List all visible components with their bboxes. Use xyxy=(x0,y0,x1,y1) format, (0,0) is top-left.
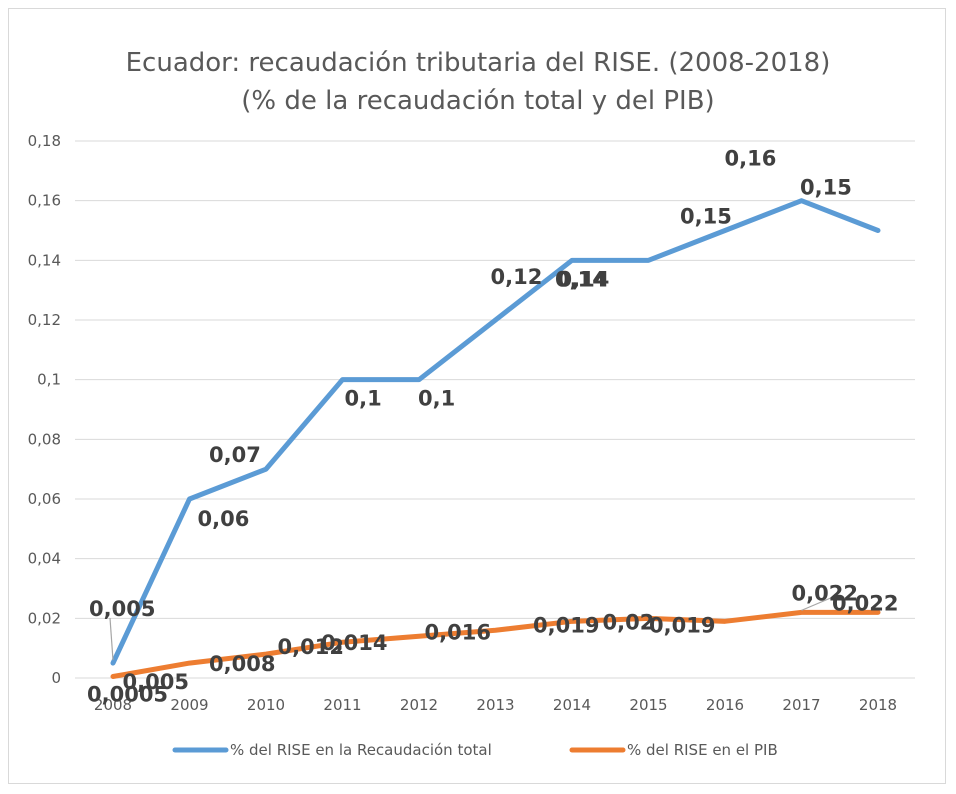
legend: % del RISE en la Recaudación total % del … xyxy=(172,741,778,759)
y-tick-label: 0,12 xyxy=(28,311,61,329)
grid-layer xyxy=(75,140,915,679)
y-tick-label: 0,06 xyxy=(28,490,61,508)
y-tick-label: 0 xyxy=(51,669,61,687)
x-tick-label: 2012 xyxy=(400,696,438,714)
data-label: 0,16 xyxy=(725,147,777,171)
x-tick-label: 2008 xyxy=(94,696,132,714)
data-label: 0,07 xyxy=(209,443,261,467)
data-label: 0,06 xyxy=(198,507,250,531)
data-label: 0,019 xyxy=(533,613,599,637)
y-tick-label: 0,1 xyxy=(37,371,61,389)
legend-label: % del RISE en la Recaudación total xyxy=(230,741,492,759)
data-label: 0,016 xyxy=(425,620,491,644)
x-tick-label: 2018 xyxy=(859,696,897,714)
data-label: 0,014 xyxy=(321,631,387,655)
y-tick-label: 0,04 xyxy=(28,550,61,568)
data-label: 0,022 xyxy=(792,581,858,605)
data-label: 0,012 xyxy=(278,635,344,659)
label-leader-line xyxy=(801,595,835,611)
data-label: 0,14 xyxy=(555,267,607,291)
series-line-pib xyxy=(110,609,881,680)
x-tick-label: 2009 xyxy=(170,696,208,714)
data-label: 0,14 xyxy=(558,267,610,291)
data-label: 0,019 xyxy=(649,613,715,637)
x-tick-label: 2011 xyxy=(323,696,361,714)
data-label: 0,15 xyxy=(680,205,732,229)
chart-subtitle: (% de la recaudación total y del PIB) xyxy=(241,86,714,116)
data-label: 0,15 xyxy=(800,176,852,200)
series-line-recaudacion xyxy=(110,198,881,666)
series-layer xyxy=(110,198,881,680)
y-tick-label: 0,18 xyxy=(28,132,61,150)
y-tick-label: 0,14 xyxy=(28,251,61,269)
data-label: 0,1 xyxy=(345,387,382,411)
data-label: 0,0005 xyxy=(87,683,168,707)
label-leader-line xyxy=(109,618,114,661)
y-tick-label: 0,02 xyxy=(28,609,61,627)
data-label: 0,02 xyxy=(603,610,655,634)
x-tick-label: 2010 xyxy=(247,696,285,714)
data-label: 0,12 xyxy=(491,265,543,289)
y-tick-label: 0,16 xyxy=(28,192,61,210)
data-label: 0,022 xyxy=(832,591,898,615)
data-label: 0,008 xyxy=(209,652,275,676)
y-axis: 0 0,02 0,04 0,06 0,08 0,1 0,12 0,14 0,16 0,18 xyxy=(28,132,61,687)
x-tick-label: 2013 xyxy=(476,696,514,714)
data-label: 0,005 xyxy=(89,597,155,621)
chart-title: Ecuador: recaudación tributaria del RISE… xyxy=(126,48,831,78)
data-label: 0,1 xyxy=(418,387,455,411)
legend-label: % del RISE en el PIB xyxy=(627,741,778,759)
x-tick-label: 2015 xyxy=(629,696,667,714)
x-tick-label: 2014 xyxy=(553,696,591,714)
chart-frame: Ecuador: recaudación tributaria del RISE… xyxy=(8,8,946,784)
line-chart: Ecuador: recaudación tributaria del RISE… xyxy=(28,48,915,759)
x-axis: 2008 2009 2010 2011 2012 2013 2014 2015 2016 2017… xyxy=(94,696,897,714)
data-label: 0,005 xyxy=(123,670,189,694)
x-tick-label: 2016 xyxy=(706,696,744,714)
x-tick-label: 2017 xyxy=(782,696,820,714)
y-tick-label: 0,08 xyxy=(28,430,61,448)
